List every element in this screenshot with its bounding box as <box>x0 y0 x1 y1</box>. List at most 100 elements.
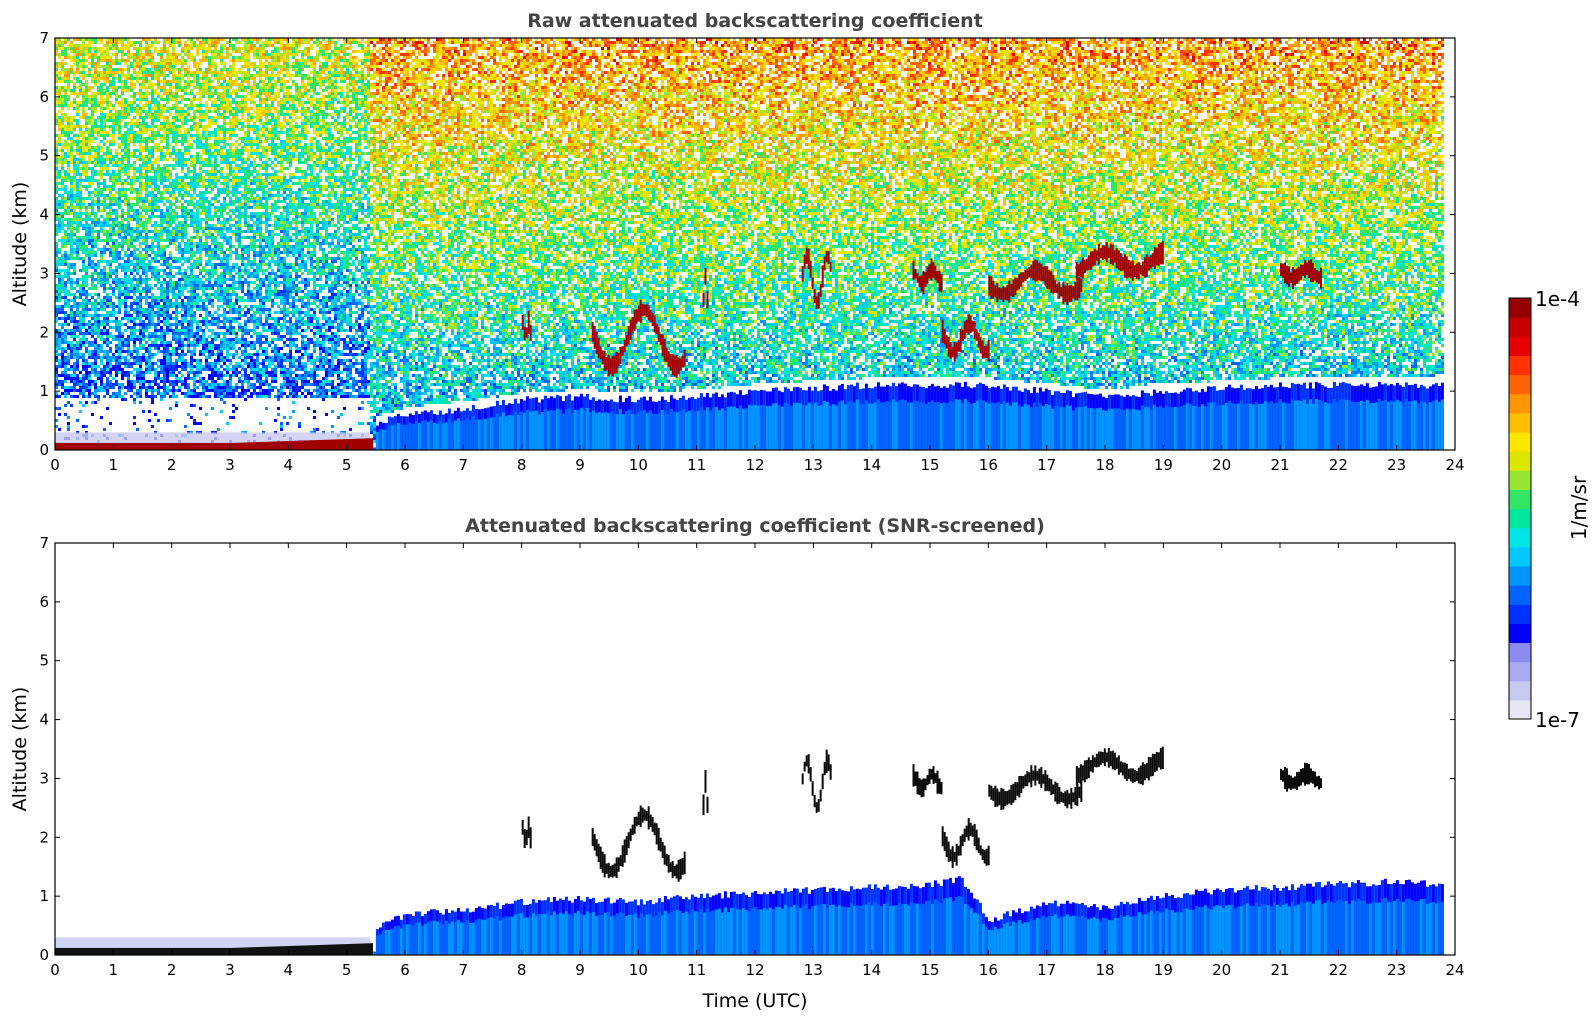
y-axis-label: Altitude (km) <box>9 687 31 812</box>
colorbar-step <box>1509 317 1531 337</box>
x-tick-label: 9 <box>575 456 585 474</box>
y-tick-label: 7 <box>39 534 49 552</box>
x-tick-label: 11 <box>687 961 706 979</box>
x-tick-label: 22 <box>1329 456 1348 474</box>
y-tick-label: 5 <box>39 147 49 165</box>
colorbar-step <box>1509 413 1531 433</box>
x-tick-label: 8 <box>517 456 527 474</box>
colorbar-step <box>1509 375 1531 395</box>
x-tick-label: 21 <box>1270 456 1289 474</box>
colorbar-step <box>1509 298 1531 318</box>
colorbar-step <box>1509 642 1531 662</box>
x-tick-label: 10 <box>629 456 648 474</box>
x-tick-label: 20 <box>1212 456 1231 474</box>
panel-raw: Raw attenuated backscattering coefficien… <box>9 10 1465 474</box>
colorbar-step <box>1509 681 1531 701</box>
x-tick-label: 23 <box>1387 961 1406 979</box>
x-tick-label: 12 <box>745 961 764 979</box>
x-tick-label: 21 <box>1270 961 1289 979</box>
x-tick-label: 19 <box>1154 961 1173 979</box>
colorbar-step <box>1509 585 1531 605</box>
heatmap-area <box>55 747 1444 955</box>
colorbar-unit-label: 1/m/sr <box>1567 475 1591 540</box>
colorbar-max-label: 1e-4 <box>1535 287 1580 311</box>
x-tick-label: 18 <box>1095 961 1114 979</box>
x-tick-label: 7 <box>459 961 469 979</box>
colorbar-step <box>1509 451 1531 471</box>
x-tick-label: 5 <box>342 961 352 979</box>
colorbar: 1e-4 1e-7 1/m/sr <box>1509 287 1591 732</box>
x-tick-label: 14 <box>862 961 881 979</box>
colorbar-gradient <box>1509 298 1531 720</box>
y-tick-label: 6 <box>39 593 49 611</box>
x-tick-label: 13 <box>804 456 823 474</box>
colorbar-step <box>1509 604 1531 624</box>
x-tick-label: 23 <box>1387 456 1406 474</box>
x-tick-label: 13 <box>804 961 823 979</box>
x-tick-label: 3 <box>225 456 235 474</box>
y-tick-label: 4 <box>39 206 49 224</box>
colorbar-step <box>1509 470 1531 490</box>
y-axis-label: Altitude (km) <box>9 182 31 307</box>
colorbar-min-label: 1e-7 <box>1535 708 1580 732</box>
colorbar-step <box>1509 700 1531 720</box>
x-tick-label: 22 <box>1329 961 1348 979</box>
panel-title: Attenuated backscattering coefficient (S… <box>465 515 1045 537</box>
x-tick-label: 1 <box>109 456 119 474</box>
y-tick-label: 1 <box>39 887 49 905</box>
colorbar-step <box>1509 623 1531 643</box>
colorbar-step <box>1509 566 1531 586</box>
x-tick-label: 14 <box>862 456 881 474</box>
x-tick-label: 2 <box>167 961 177 979</box>
x-tick-label: 6 <box>400 456 410 474</box>
colorbar-step <box>1509 394 1531 414</box>
x-tick-label: 19 <box>1154 456 1173 474</box>
x-tick-label: 0 <box>50 456 60 474</box>
x-tick-label: 16 <box>979 961 998 979</box>
x-tick-label: 12 <box>745 456 764 474</box>
x-tick-label: 0 <box>50 961 60 979</box>
colorbar-step <box>1509 509 1531 529</box>
panel-title: Raw attenuated backscattering coefficien… <box>527 10 983 32</box>
y-tick-label: 1 <box>39 382 49 400</box>
x-tick-label: 6 <box>400 961 410 979</box>
y-tick-label: 7 <box>39 29 49 47</box>
x-tick-label: 20 <box>1212 961 1231 979</box>
y-tick-label: 3 <box>39 769 49 787</box>
x-tick-label: 4 <box>284 456 294 474</box>
x-tick-label: 9 <box>575 961 585 979</box>
x-tick-label: 10 <box>629 961 648 979</box>
x-tick-label: 17 <box>1037 961 1056 979</box>
x-tick-label: 4 <box>284 961 294 979</box>
x-axis-label: Time (UTC) <box>701 990 807 1012</box>
y-tick-label: 5 <box>39 652 49 670</box>
colorbar-step <box>1509 355 1531 375</box>
heatmap-area <box>55 38 1444 452</box>
colorbar-step <box>1509 547 1531 567</box>
y-tick-label: 4 <box>39 711 49 729</box>
y-tick-label: 3 <box>39 264 49 282</box>
colorbar-step <box>1509 662 1531 682</box>
colorbar-step <box>1509 528 1531 548</box>
x-tick-label: 2 <box>167 456 177 474</box>
x-tick-label: 17 <box>1037 456 1056 474</box>
x-tick-label: 24 <box>1445 456 1464 474</box>
x-tick-label: 7 <box>459 456 469 474</box>
x-tick-label: 3 <box>225 961 235 979</box>
x-tick-label: 15 <box>920 456 939 474</box>
x-tick-label: 16 <box>979 456 998 474</box>
y-tick-label: 2 <box>39 828 49 846</box>
y-tick-label: 0 <box>39 441 49 459</box>
x-tick-label: 11 <box>687 456 706 474</box>
colorbar-step <box>1509 432 1531 452</box>
x-tick-label: 18 <box>1095 456 1114 474</box>
x-tick-label: 8 <box>517 961 527 979</box>
colorbar-step <box>1509 489 1531 509</box>
colorbar-step <box>1509 336 1531 356</box>
x-tick-label: 15 <box>920 961 939 979</box>
y-tick-label: 2 <box>39 323 49 341</box>
x-tick-label: 24 <box>1445 961 1464 979</box>
panel-snr-screened: Attenuated backscattering coefficient (S… <box>9 515 1465 1012</box>
y-tick-label: 0 <box>39 946 49 964</box>
x-tick-label: 5 <box>342 456 352 474</box>
